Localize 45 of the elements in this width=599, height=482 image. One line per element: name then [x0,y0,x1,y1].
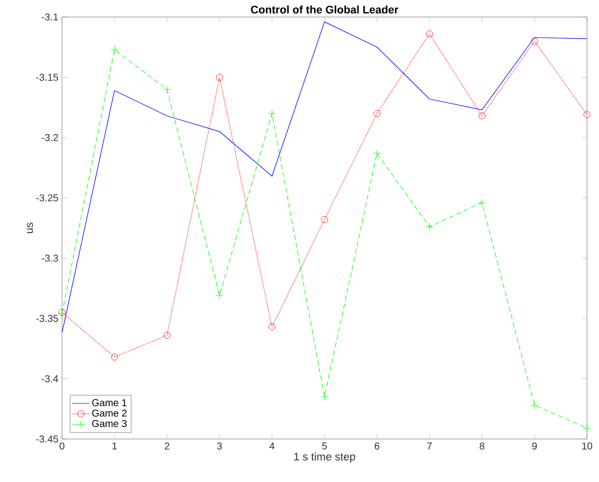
point [374,110,380,117]
x-tick-label: 7 [427,442,432,450]
point [268,110,276,118]
x-tick-label: 1 [112,442,117,450]
point [478,198,486,206]
x-tick-label: 4 [269,442,274,450]
point [268,323,276,330]
point [530,402,538,409]
y-tick-label: -3.1 [42,13,58,21]
legend-label: Game 2 [92,410,127,417]
point [216,292,224,300]
y-tick-label: -3.2 [42,134,58,142]
y-tick-label: -3.25 [36,194,58,202]
x-tick-label: 5 [322,442,327,450]
x-tick-label: 2 [164,442,170,450]
chart-title: Control of the Global Leader [250,5,398,14]
point [320,393,328,401]
y-tick-label: -3.45 [36,435,58,443]
y-tick-label: -3.4 [42,375,58,382]
x-tick-label: 10 [582,442,592,450]
legend-label: Game 1 [92,399,127,406]
point [111,354,118,360]
legend-label: Game 3 [92,420,127,428]
y-axis-title: us [26,222,33,234]
y-tick-label: -3.15 [36,74,58,81]
point [583,424,591,432]
x-tick-label: 0 [60,442,64,450]
x-tick-label: 8 [480,442,484,450]
point [478,112,486,120]
x-axis-title: 1 s time step [294,452,356,463]
point [164,332,170,339]
point [321,216,328,223]
point [163,86,171,94]
x-tick-label: 9 [532,442,537,450]
point [584,111,590,118]
point [110,46,118,54]
point [426,223,434,231]
point [426,30,433,38]
y-tick-label: -3.35 [36,314,58,322]
y-tick-label: -3.3 [42,254,58,262]
x-tick-label: 3 [217,442,222,450]
point [373,150,381,157]
x-tick-label: 6 [374,442,380,450]
point [531,38,538,45]
point [216,74,223,81]
